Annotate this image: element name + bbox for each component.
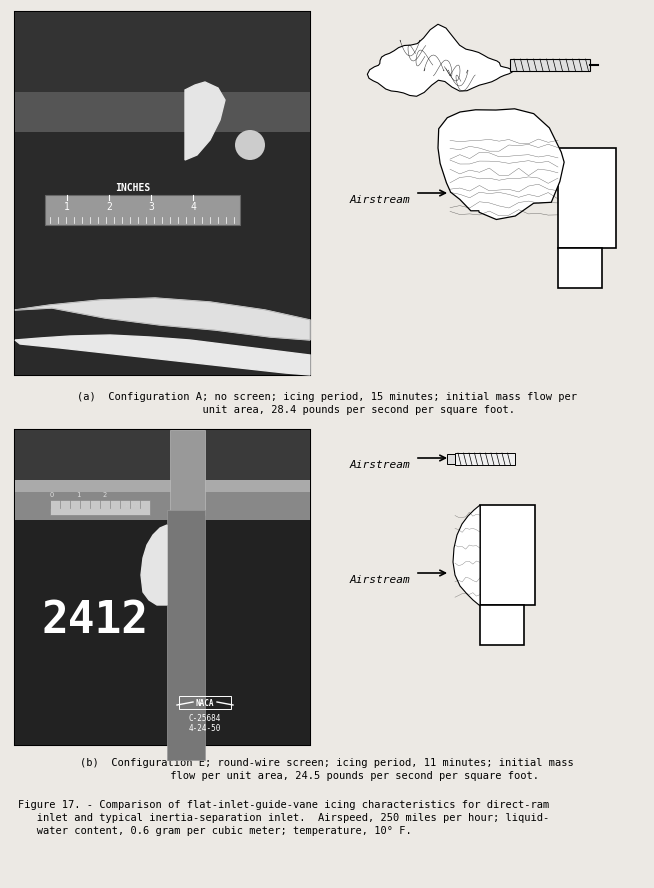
Text: (a)  Configuration A; no screen; icing period, 15 minutes; initial mass flow per: (a) Configuration A; no screen; icing pe…	[77, 392, 577, 402]
Polygon shape	[185, 82, 225, 160]
Bar	[15, 92, 310, 132]
Text: NACA: NACA	[196, 699, 215, 708]
Text: inlet and typical inertia-separation inlet.  Airspeed, 250 miles per hour; liqui: inlet and typical inertia-separation inl…	[18, 813, 549, 823]
Polygon shape	[15, 335, 310, 375]
Text: Airstream: Airstream	[350, 575, 411, 585]
Polygon shape	[15, 298, 310, 340]
Text: C-25684: C-25684	[189, 713, 221, 723]
Bar	[15, 510, 310, 745]
Bar	[45, 195, 240, 225]
Polygon shape	[141, 525, 167, 605]
Text: unit area, 28.4 pounds per second per square foot.: unit area, 28.4 pounds per second per sq…	[139, 405, 515, 415]
Text: 2412: 2412	[41, 599, 148, 641]
Bar	[447, 454, 455, 464]
Bar	[50, 500, 150, 515]
Text: INCH: INCH	[125, 503, 140, 508]
Bar	[558, 148, 616, 248]
Bar	[15, 12, 310, 375]
Bar	[15, 480, 310, 492]
Bar	[510, 59, 590, 71]
Text: flow per unit area, 24.5 pounds per second per square foot.: flow per unit area, 24.5 pounds per seco…	[114, 771, 540, 781]
Text: 2: 2	[106, 202, 112, 212]
Bar	[179, 696, 231, 709]
Bar	[15, 485, 310, 520]
Bar	[15, 430, 310, 510]
Text: Figure 17. - Comparison of flat-inlet-guide-vane icing characteristics for direc: Figure 17. - Comparison of flat-inlet-gu…	[18, 800, 549, 810]
Bar	[170, 430, 205, 515]
Bar	[558, 248, 602, 288]
Polygon shape	[453, 505, 480, 605]
Bar	[15, 12, 310, 92]
Text: 1: 1	[64, 202, 70, 212]
Circle shape	[235, 130, 265, 160]
Text: INCHES: INCHES	[115, 183, 150, 193]
Polygon shape	[368, 24, 512, 96]
Text: water content, 0.6 gram per cubic meter; temperature, 10° F.: water content, 0.6 gram per cubic meter;…	[18, 826, 412, 836]
Bar	[15, 430, 310, 745]
Text: Airstream: Airstream	[350, 460, 411, 470]
Text: 2: 2	[103, 492, 107, 498]
Text: Airstream: Airstream	[350, 195, 411, 205]
Text: 3: 3	[148, 202, 154, 212]
Bar	[480, 505, 535, 605]
Text: (b)  Configuration E; round-wire screen; icing period, 11 minutes; initial mass: (b) Configuration E; round-wire screen; …	[80, 758, 574, 768]
Polygon shape	[438, 109, 564, 219]
Text: 4: 4	[190, 202, 196, 212]
Bar	[480, 605, 524, 645]
Bar	[455, 453, 515, 465]
Text: O: O	[50, 492, 54, 498]
Bar	[15, 132, 310, 375]
Text: 4-24-50: 4-24-50	[189, 724, 221, 733]
Text: 1: 1	[76, 492, 80, 498]
Bar	[167, 510, 205, 760]
